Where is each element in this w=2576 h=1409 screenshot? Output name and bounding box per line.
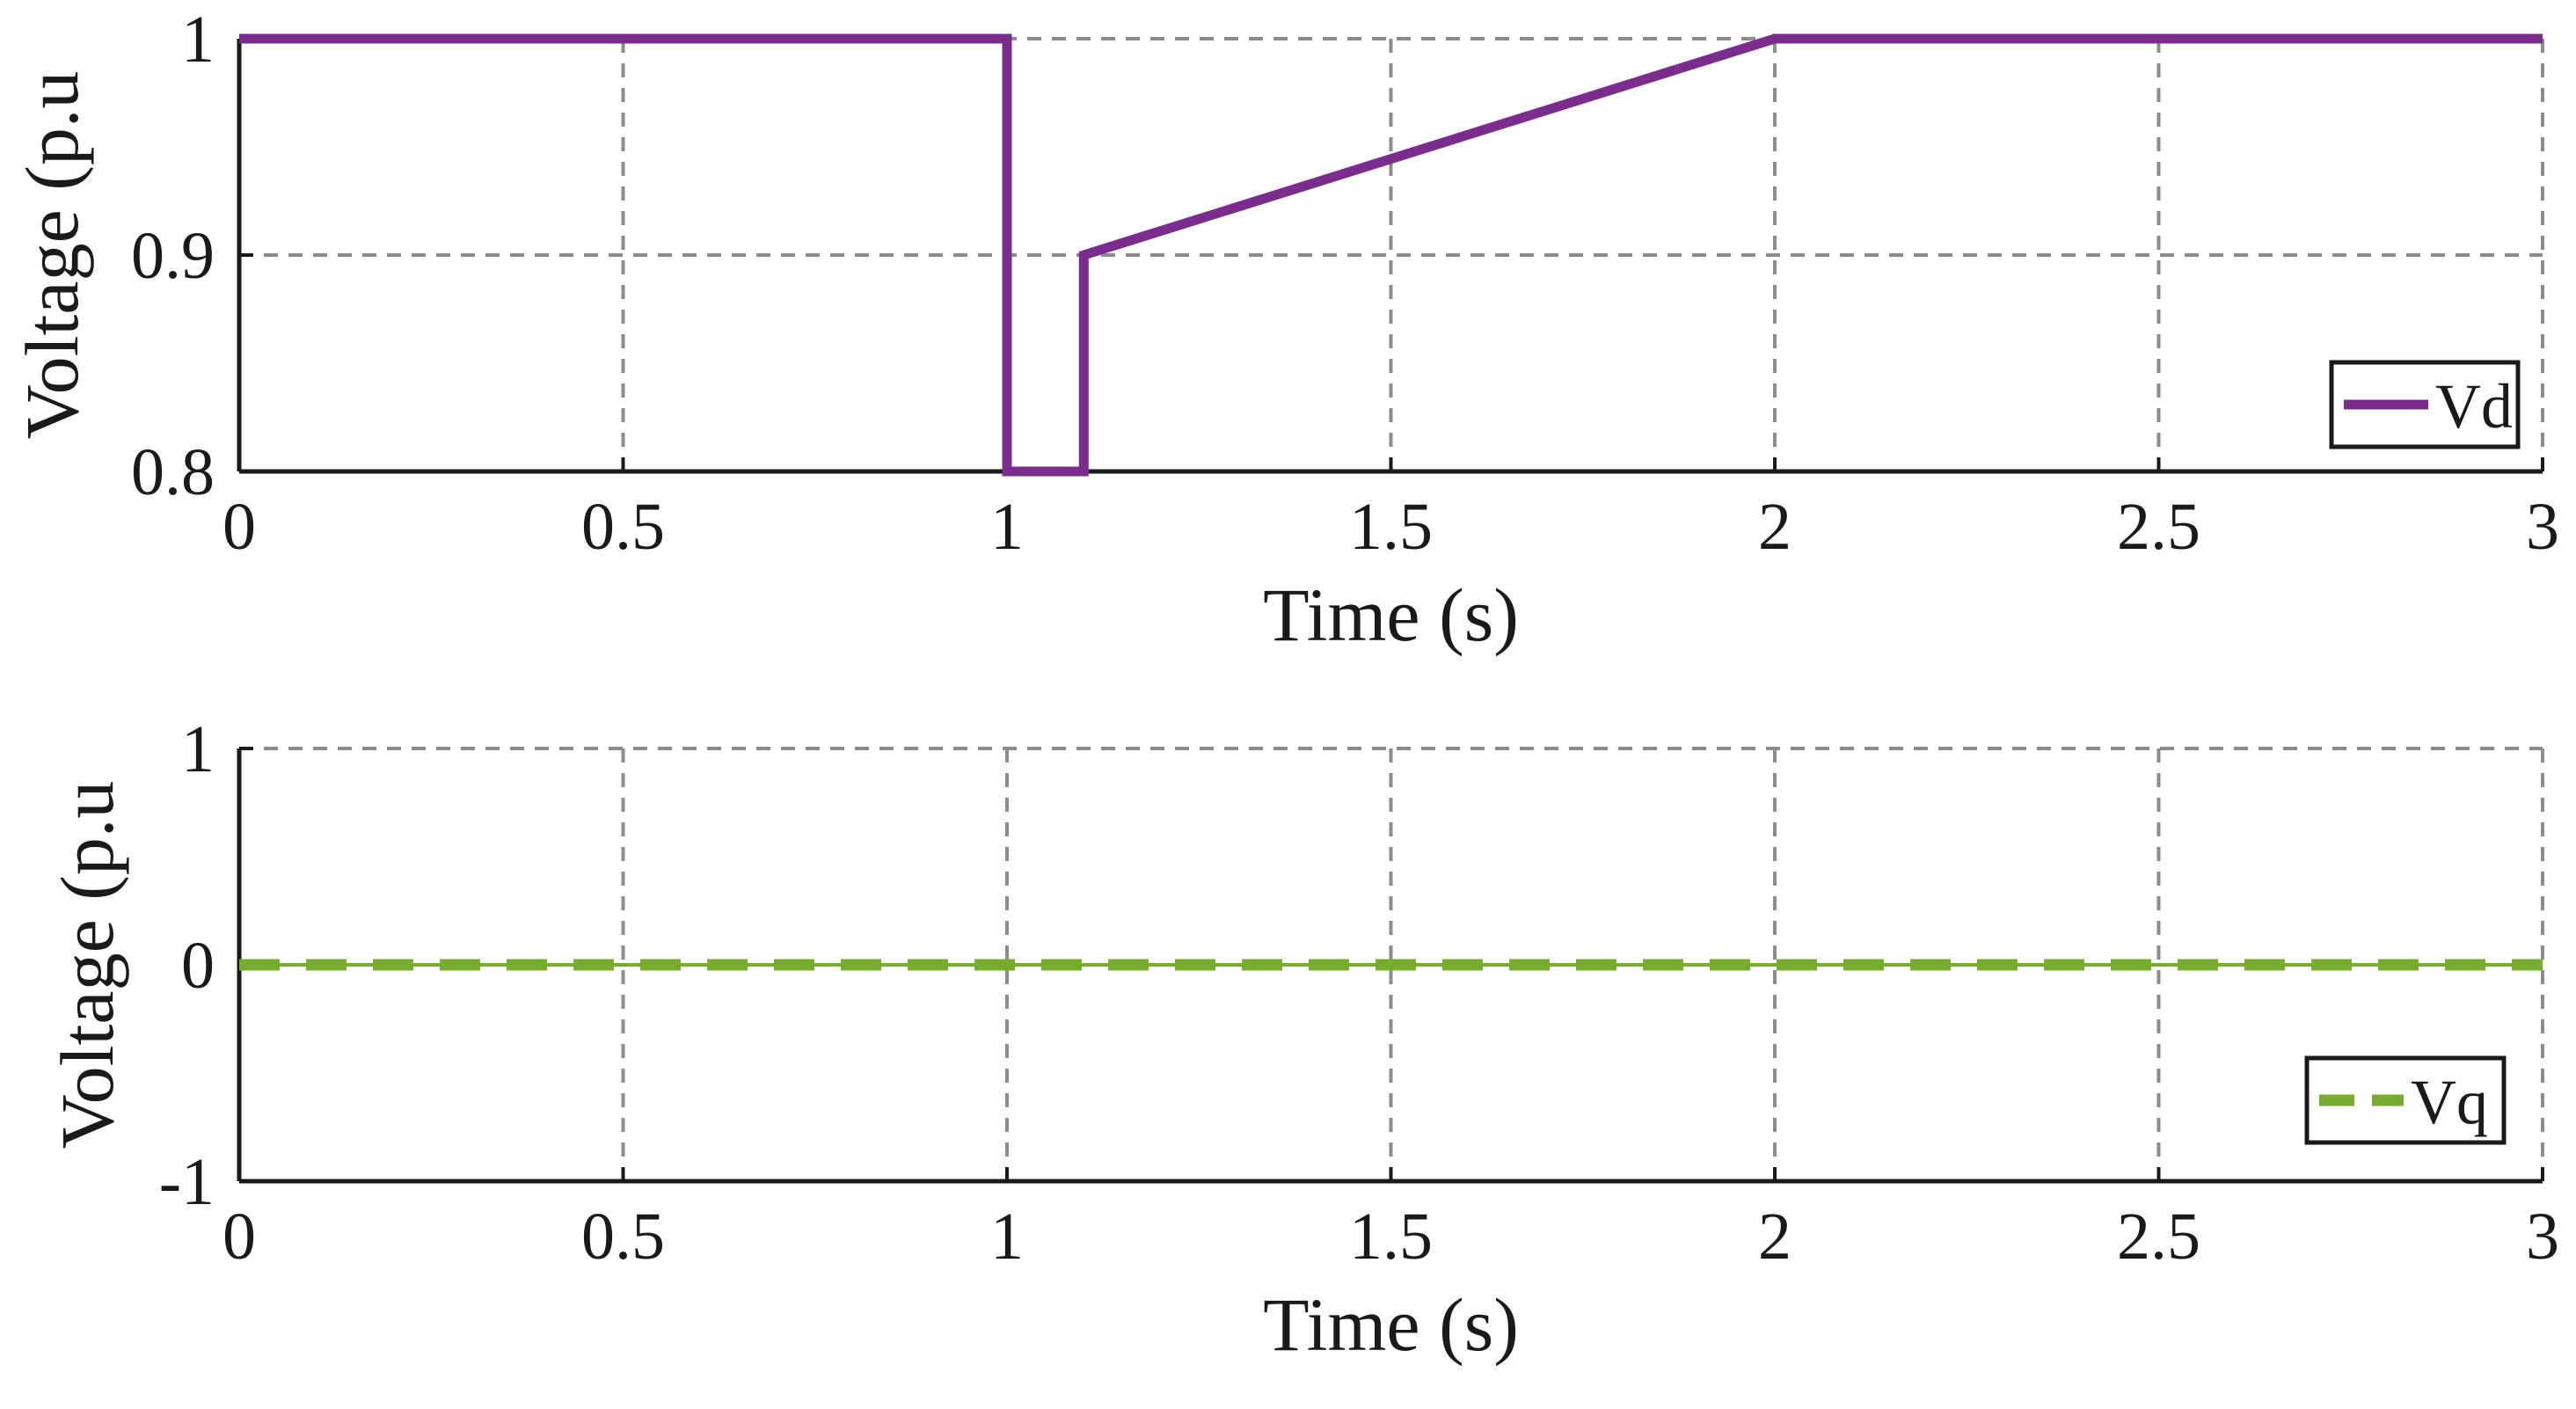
x-tick-label: 3 <box>2526 490 2559 564</box>
legend: Vq <box>2304 1055 2507 1145</box>
x-tick-label: 1.5 <box>1349 1200 1433 1274</box>
y-tick-label: -1 <box>159 1145 215 1219</box>
series-line-vd <box>239 33 2543 477</box>
x-tick-label: 3 <box>2526 1200 2559 1274</box>
y-tick-label: 0.9 <box>131 219 215 293</box>
x-tick-label: 1 <box>990 490 1024 564</box>
x-tick-label: 1 <box>990 1200 1024 1274</box>
x-axis-label: Time (s) <box>1263 1282 1519 1367</box>
x-tick-label: 0.5 <box>581 490 665 564</box>
y-tick-label: 0.8 <box>131 435 215 509</box>
y-axis-label: Voltage (p.u <box>45 781 129 1150</box>
x-tick-label: 2.5 <box>2117 490 2200 564</box>
y-tick-label: 1 <box>181 712 215 786</box>
x-tick-label: 1.5 <box>1349 490 1433 564</box>
x-tick-label: 0 <box>223 1200 256 1274</box>
subplot-1: 0 0.5 1 1.5 2 2.5 3 0.8 0.9 1 Time (s) Voltage (p.u… <box>10 3 2559 657</box>
legend-label: Vq <box>2411 1067 2488 1137</box>
x-tick-label: 0.5 <box>581 1200 665 1274</box>
x-axis-label: Time (s) <box>1263 573 1519 657</box>
legend: Vd <box>2329 360 2521 449</box>
x-tick-label: 2.5 <box>2117 1200 2200 1274</box>
y-axis-label: Voltage (p.u <box>10 71 94 440</box>
x-tick-label: 2 <box>1758 490 1792 564</box>
y-tick-label: 0 <box>181 929 215 1003</box>
y-tick-label: 1 <box>181 3 215 77</box>
legend-label: Vd <box>2435 371 2513 442</box>
x-tick-label: 0 <box>223 490 256 564</box>
x-tick-label: 2 <box>1758 1200 1792 1274</box>
